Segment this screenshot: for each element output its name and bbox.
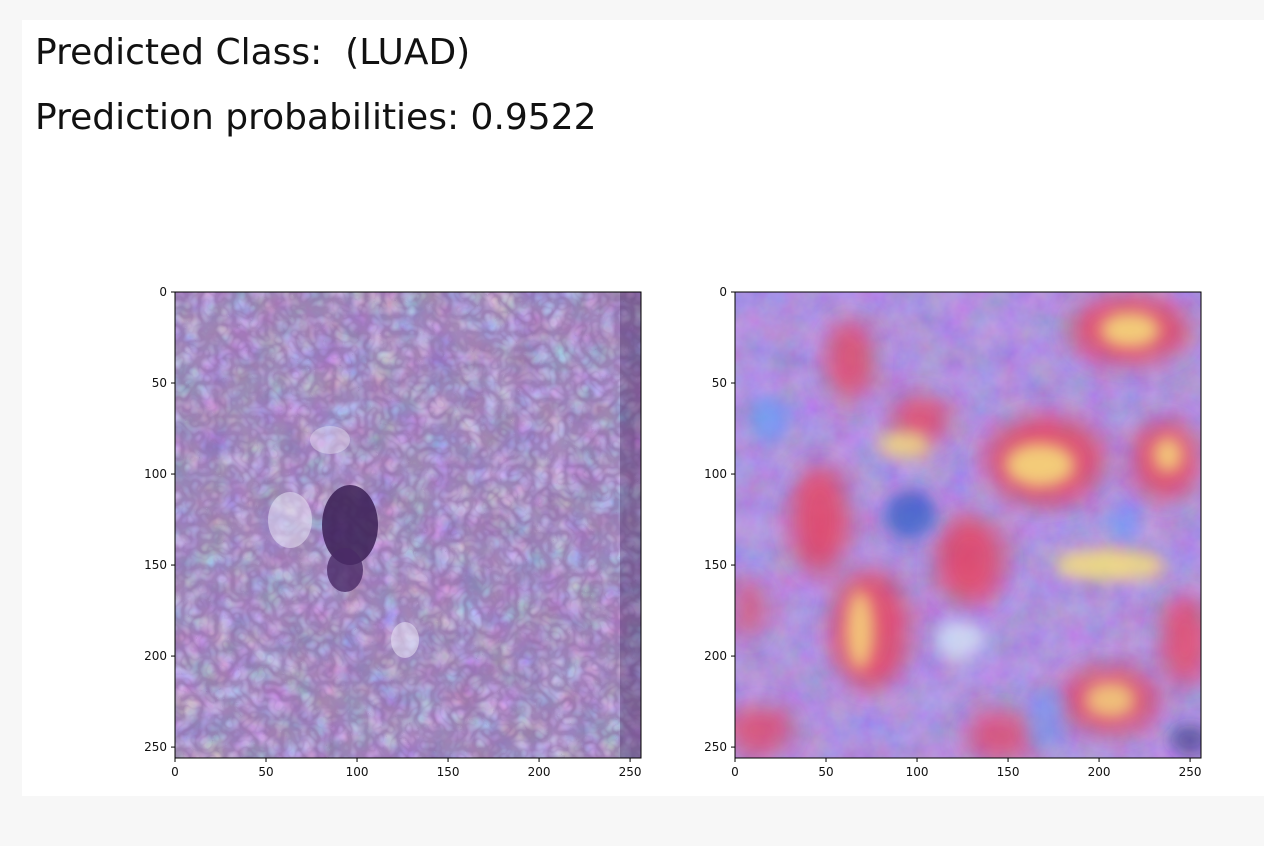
- original-xtick-label: 0: [171, 765, 179, 779]
- original-xtick-label: 50: [258, 765, 273, 779]
- original-ytick-label: 50: [152, 376, 167, 390]
- original-ytick-label: 150: [144, 558, 167, 572]
- original-ytick-label: 0: [159, 285, 167, 299]
- gradcam-xtick-label: 200: [1088, 765, 1111, 779]
- gradcam-xtick-label: 150: [997, 765, 1020, 779]
- gradcam-ytick-label: 100: [704, 467, 727, 481]
- prediction-probability-text: Prediction probabilities: 0.9522: [35, 97, 597, 138]
- gradcam-axes-frame: [734, 291, 1202, 759]
- gradcam-xtick-label: 250: [1179, 765, 1202, 779]
- original-xtick-label: 250: [619, 765, 642, 779]
- gradcam-ytick-label: 150: [704, 558, 727, 572]
- gradcam-xtick-label: 0: [731, 765, 739, 779]
- original-image-plot: 0 50 100 150 200 250 0 50 100 150 200 250: [144, 285, 641, 779]
- original-tissue-image: [175, 292, 641, 758]
- original-xtick-label: 150: [437, 765, 460, 779]
- predicted-class-text: Predicted Class: (LUAD): [35, 32, 471, 73]
- gradcam-xtick-label: 100: [906, 765, 929, 779]
- original-ytick-label: 200: [144, 649, 167, 663]
- original-ytick-label: 100: [144, 467, 167, 481]
- original-xtick-label: 200: [528, 765, 551, 779]
- heatmap-overlay-image: [735, 292, 1201, 758]
- original-xtick-label: 100: [346, 765, 369, 779]
- gradcam-ytick-label: 200: [704, 649, 727, 663]
- gradcam-ytick-label: 50: [712, 376, 727, 390]
- gradcam-ytick-label: 250: [704, 740, 727, 754]
- original-axes-frame: [174, 291, 642, 759]
- gradcam-xtick-label: 50: [818, 765, 833, 779]
- original-ytick-label: 250: [144, 740, 167, 754]
- gradcam-plot: 0 50 100 150 200 250 0 50 100 150 200 250: [704, 285, 1202, 779]
- gradcam-ytick-label: 0: [719, 285, 727, 299]
